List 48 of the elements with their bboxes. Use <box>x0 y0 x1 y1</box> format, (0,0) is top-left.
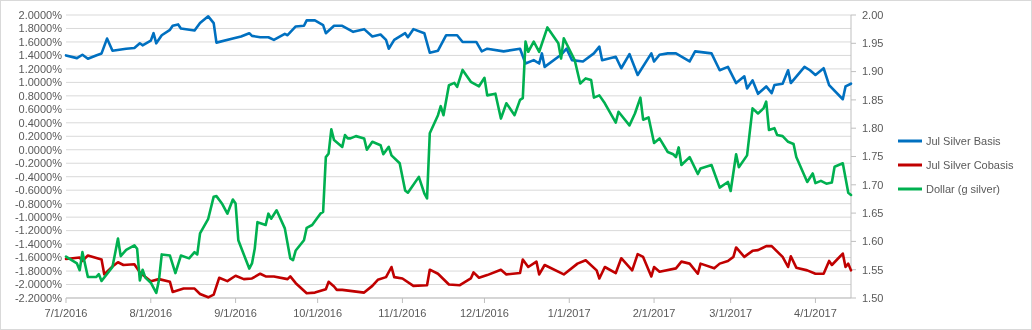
y-tick-label: -0.2000% <box>14 157 63 170</box>
y-tick-label: -1.8000% <box>14 264 63 277</box>
x-tick-label: 10/1/2016 <box>293 307 343 319</box>
y-tick-label: 1.2000% <box>18 62 63 75</box>
y-tick-label: 0.8000% <box>18 89 63 102</box>
x-tick-label: 4/1/2017 <box>794 307 837 319</box>
y2-tick-label: 1.55 <box>862 263 884 276</box>
x-tick-label: 1/1/2017 <box>547 307 591 319</box>
y2-tick-label: 1.80 <box>862 122 884 135</box>
y-tick-label: -0.8000% <box>14 197 63 210</box>
x-tick-label: 2/1/2017 <box>632 307 676 319</box>
y-tick-label: -0.4000% <box>14 170 63 183</box>
y2-tick-label: 1.65 <box>862 206 884 219</box>
y2-tick-label: 1.95 <box>862 37 884 50</box>
y-tick-label: -1.6000% <box>14 251 63 264</box>
y2-tick-label: 1.60 <box>862 235 884 248</box>
x-tick-label: 11/1/2016 <box>378 307 427 319</box>
x-tick-label: 9/1/2016 <box>214 307 257 319</box>
y2-tick-label: 1.50 <box>862 291 884 304</box>
y2-tick-label: 2.00 <box>862 8 884 21</box>
y-tick-label: -1.4000% <box>14 237 63 250</box>
y-tick-label: 1.4000% <box>18 49 63 62</box>
y-tick-label: -1.0000% <box>14 210 63 223</box>
y-tick-label: 1.8000% <box>18 22 63 35</box>
x-tick-label: 8/1/2016 <box>129 307 173 319</box>
y2-tick-label: 1.85 <box>862 93 884 106</box>
y-tick-label: 1.0000% <box>18 76 63 89</box>
x-tick-label: 7/1/2016 <box>44 307 88 319</box>
y-tick-label: -2.2000% <box>14 291 63 304</box>
y2-tick-label: 1.70 <box>862 178 884 191</box>
y-tick-label: 2.0000% <box>18 8 63 21</box>
y-tick-label: -1.2000% <box>14 224 63 237</box>
y-tick-label: -2.0000% <box>14 278 63 291</box>
legend-label: Dollar (g silver) <box>926 182 1000 195</box>
y-tick-label: 0.4000% <box>18 116 63 129</box>
y-tick-label: 0.0000% <box>18 143 63 156</box>
y-tick-label: 0.6000% <box>18 103 63 116</box>
legend-label: Jul Silver Cobasis <box>926 158 1014 171</box>
y-tick-label: 1.6000% <box>18 35 63 48</box>
line-series <box>64 26 853 295</box>
x-tick-label: 3/1/2017 <box>709 307 753 319</box>
y2-tick-label: 1.90 <box>862 65 884 78</box>
y-tick-label: 0.2000% <box>18 130 63 143</box>
y2-tick-label: 1.75 <box>862 150 884 163</box>
legend-label: Jul Silver Basis <box>926 134 1002 147</box>
line-series <box>64 15 853 101</box>
y-tick-label: -0.6000% <box>14 184 63 197</box>
x-tick-label: 12/1/2016 <box>460 307 509 319</box>
